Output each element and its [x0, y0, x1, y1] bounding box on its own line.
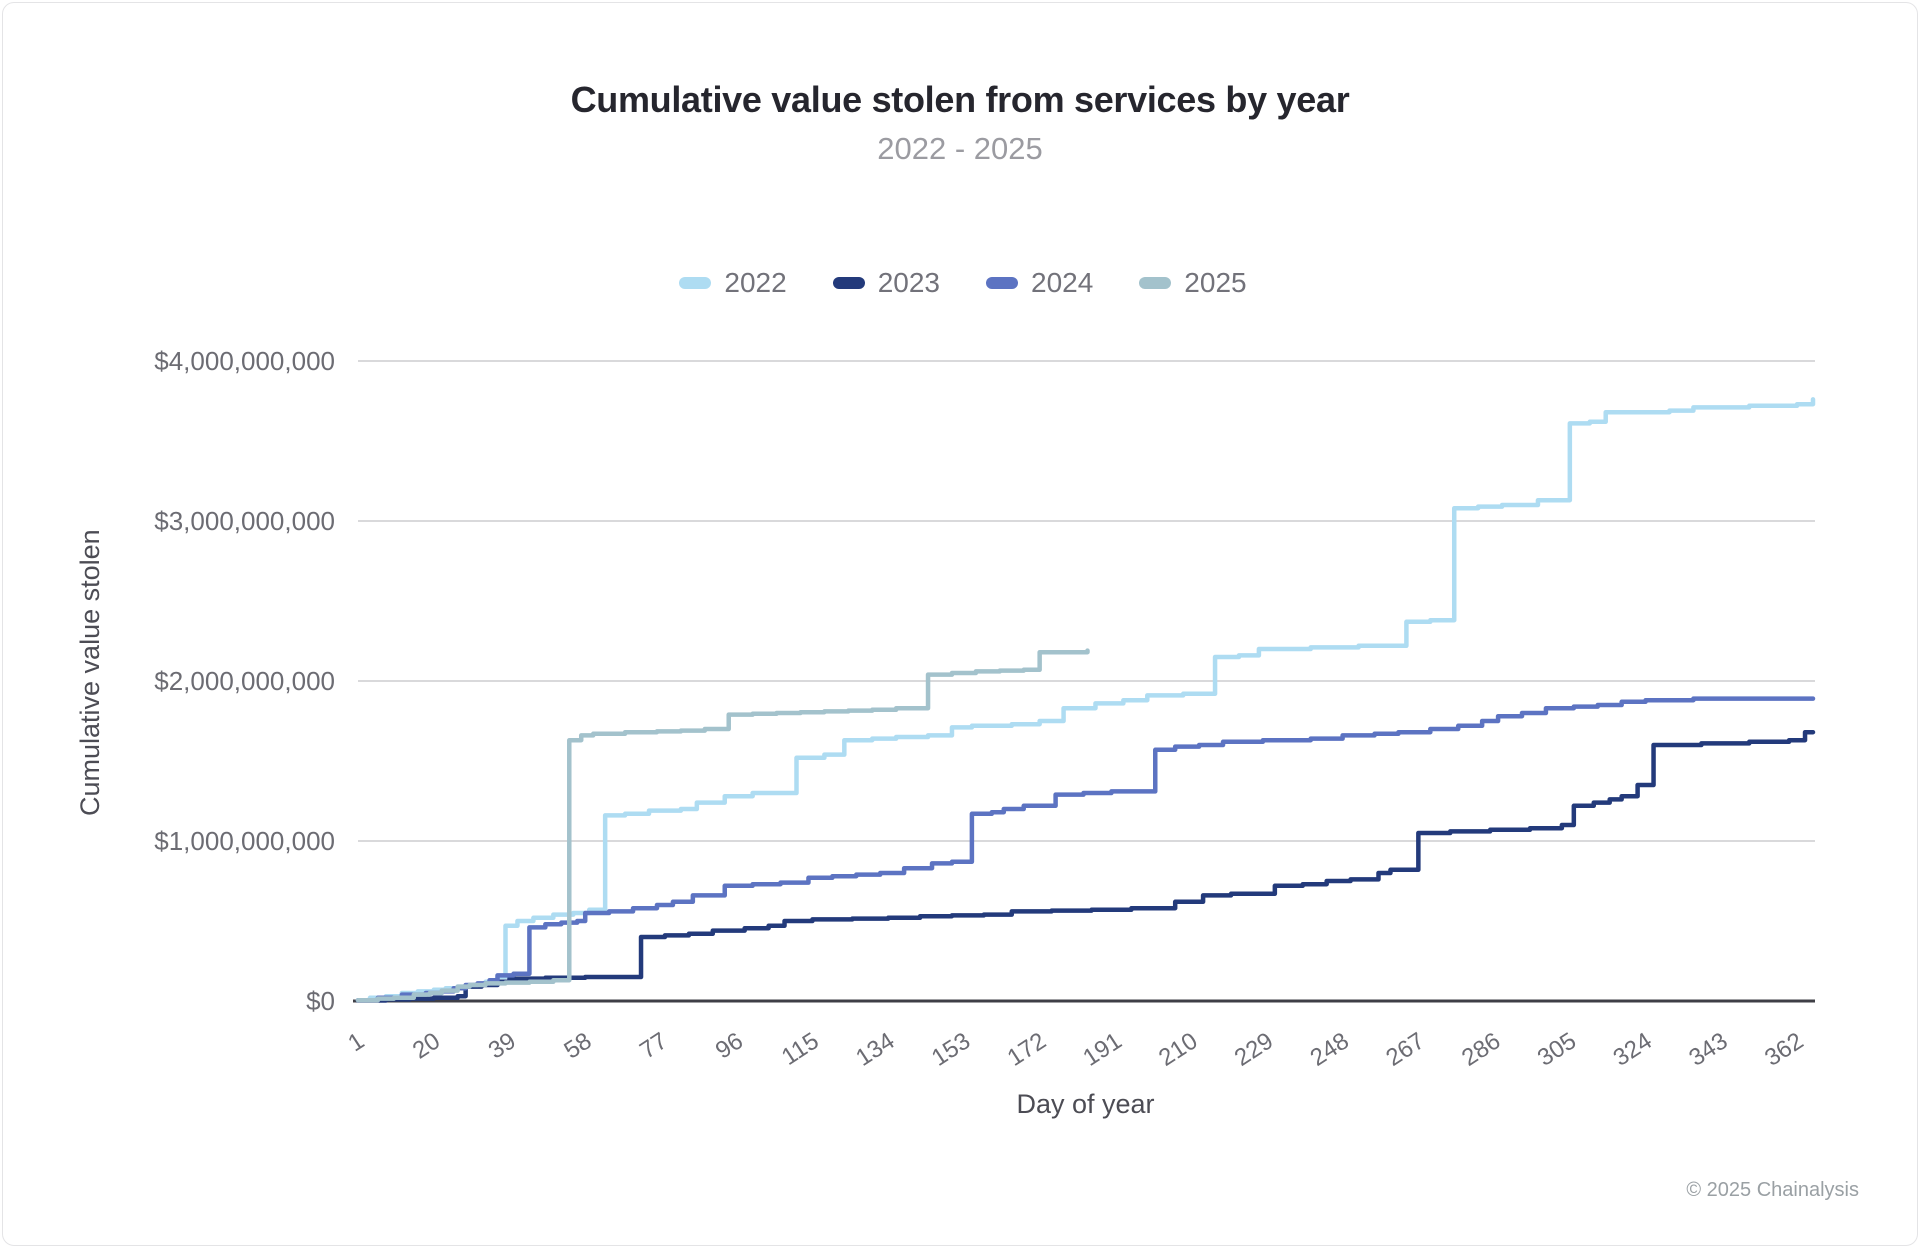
- series-line-2024: [358, 699, 1813, 1001]
- copyright-footer: © 2025 Chainalysis: [1686, 1179, 1859, 1202]
- x-tick-label: 324: [1609, 1027, 1657, 1071]
- series-line-2025: [358, 651, 1087, 1001]
- y-tick-label: $2,000,000,000: [154, 666, 335, 696]
- x-tick-label: 286: [1457, 1027, 1505, 1071]
- x-tick-label: 115: [777, 1027, 824, 1070]
- x-tick-label: 248: [1306, 1027, 1354, 1071]
- x-tick-label: 267: [1381, 1027, 1429, 1071]
- y-tick-label: $3,000,000,000: [154, 506, 335, 536]
- x-tick-label: 229: [1230, 1027, 1278, 1071]
- x-tick-label: 96: [711, 1027, 748, 1064]
- x-tick-label: 343: [1684, 1027, 1732, 1071]
- y-tick-label: $0: [306, 986, 335, 1016]
- x-tick-label: 134: [851, 1027, 899, 1071]
- x-tick-label: 77: [635, 1027, 672, 1064]
- x-tick-label: 362: [1760, 1027, 1808, 1071]
- x-tick-label: 58: [559, 1027, 596, 1064]
- series-line-2023: [358, 732, 1813, 1000]
- x-axis-title: Day of year: [358, 1089, 1813, 1120]
- x-tick-label: 210: [1154, 1027, 1202, 1071]
- x-tick-label: 191: [1078, 1027, 1126, 1071]
- x-tick-label: 153: [927, 1027, 975, 1071]
- x-tick-label: 39: [484, 1027, 521, 1064]
- x-tick-label: 1: [343, 1027, 369, 1057]
- y-tick-label: $4,000,000,000: [154, 346, 335, 376]
- x-tick-label: 20: [408, 1027, 445, 1064]
- y-tick-label: $1,000,000,000: [154, 826, 335, 856]
- x-tick-label: 172: [1003, 1027, 1051, 1071]
- x-tick-label: 305: [1533, 1027, 1581, 1071]
- chart-canvas: $0 $1,000,000,000 $2,000,000,000 $3,000,000…: [3, 3, 1920, 1251]
